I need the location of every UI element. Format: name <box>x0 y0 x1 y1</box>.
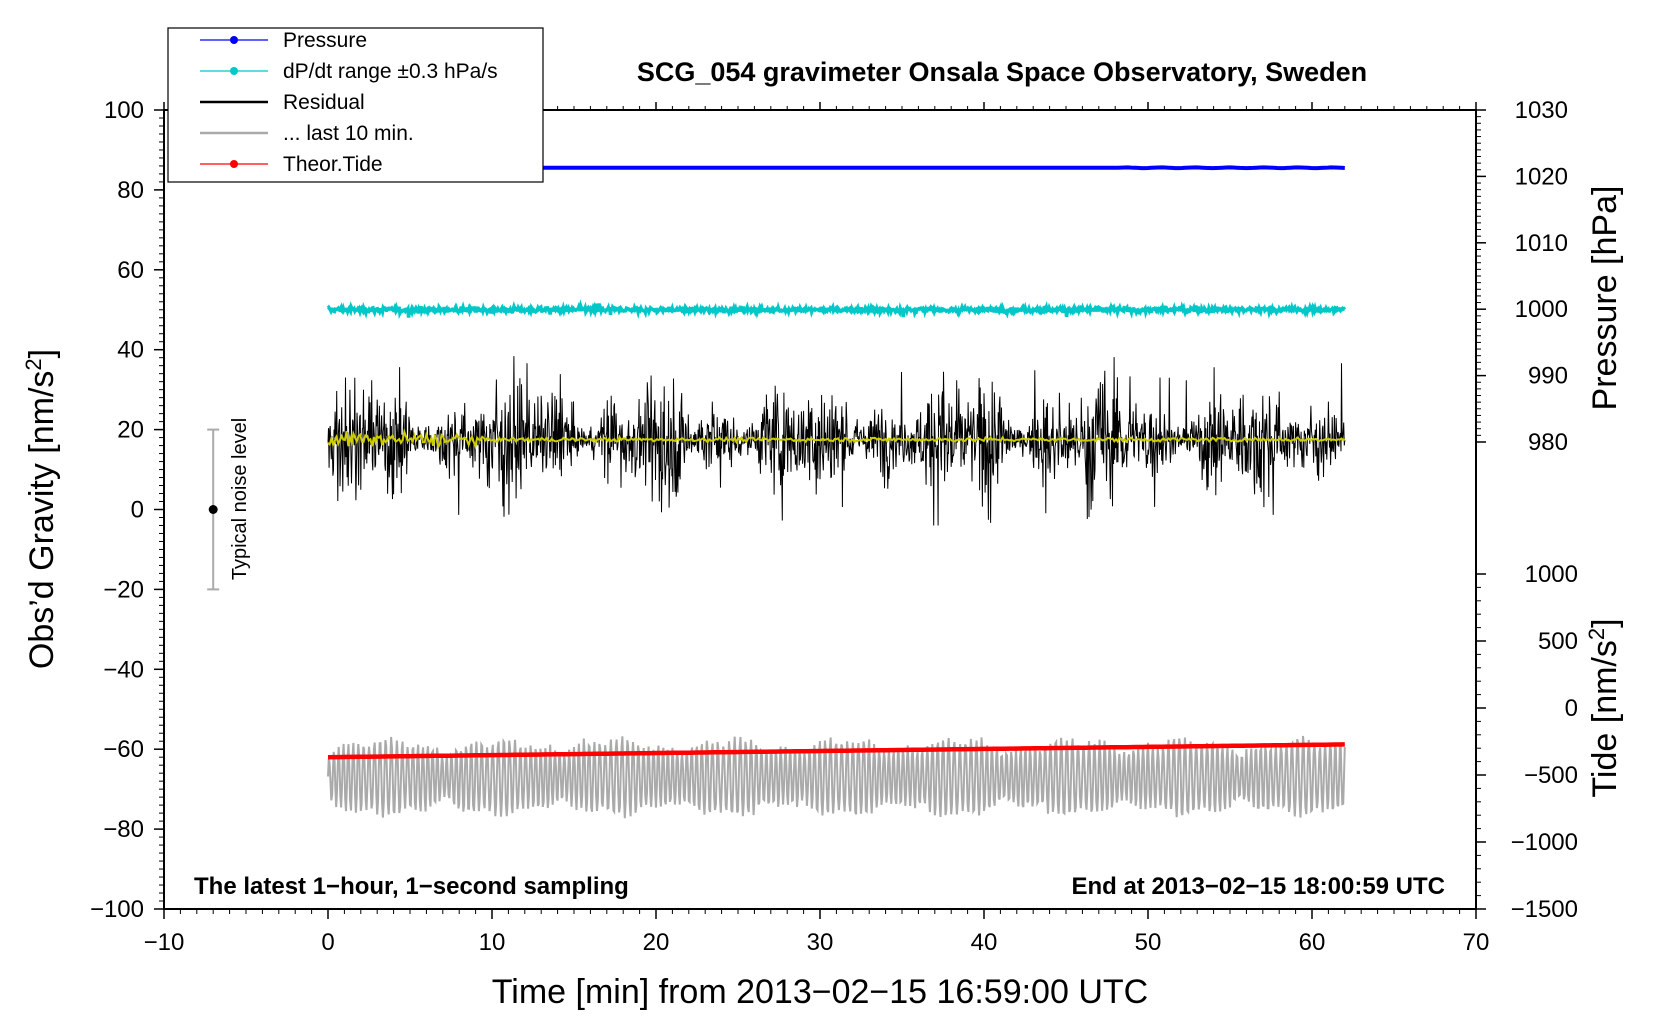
x-tick-label: 10 <box>479 929 506 956</box>
axes-layer: −10 0 10 20 30 40 50 60 70−100−80−60−40−20020406… <box>90 97 1578 956</box>
y-axis-tide-title-end: ] <box>1586 618 1624 627</box>
legend-box <box>167 27 544 183</box>
x-tick-label: 70 <box>1463 929 1490 956</box>
legend-label: Pressure <box>283 29 367 52</box>
noise-bar-center <box>208 505 218 514</box>
noise-level-bar <box>207 428 220 591</box>
legend-marker <box>230 160 238 168</box>
pressure-tick-label: 1000 <box>1515 296 1568 323</box>
y-tick-label: 80 <box>117 177 144 204</box>
y-tick-label: 60 <box>117 257 144 284</box>
legend-label: Theor.Tide <box>283 153 383 176</box>
annotation-end-time: End at 2013−02−15 18:00:59 UTC <box>1071 873 1445 900</box>
tide-tick-label: −1500 <box>1511 896 1578 923</box>
y-axis-tide-title: Tide [nm/s2] <box>1584 618 1624 797</box>
dpdt-series <box>326 299 1347 320</box>
last-10-min-series <box>327 735 1346 819</box>
tide-tick-label: −1000 <box>1511 829 1578 856</box>
y-axis-pressure-title: Pressure [hPa] <box>1586 186 1624 411</box>
y-axis-left-title-end: ] <box>23 349 61 358</box>
legend-label: dP/dt range ±0.3 hPa/s <box>283 60 498 83</box>
x-axis-title: Time [min] from 2013−02−15 16:59:00 UTC <box>492 973 1148 1011</box>
y-tick-label: −80 <box>103 816 144 843</box>
y-tick-label: −20 <box>103 576 144 603</box>
y-tick-label: −40 <box>103 656 144 683</box>
chart-title: SCG_054 gravimeter Onsala Space Observat… <box>637 57 1367 87</box>
tide-tick-label: 500 <box>1538 628 1578 655</box>
x-tick-label: −10 <box>144 929 185 956</box>
y-axis-left-title: Obs’d Gravity [nm/s2] <box>21 349 61 669</box>
x-tick-label: 30 <box>807 929 834 956</box>
x-tick-label: 60 <box>1299 929 1326 956</box>
annotation-sampling: The latest 1−hour, 1−second sampling <box>194 873 629 900</box>
pressure-tick-label: 1010 <box>1515 230 1568 257</box>
y-axis-tide-title-sup: 2 <box>1584 628 1609 640</box>
x-tick-label: 20 <box>643 929 670 956</box>
y-tick-label: 20 <box>117 417 144 444</box>
x-tick-label: 50 <box>1135 929 1162 956</box>
tide-tick-label: 0 <box>1565 695 1578 722</box>
pressure-tick-label: 1030 <box>1515 97 1568 124</box>
y-tick-label: 40 <box>117 337 144 364</box>
legend-marker <box>230 36 238 44</box>
series-layer <box>326 165 1347 819</box>
y-tick-label: −60 <box>103 736 144 763</box>
y-axis-left-title-text: Obs’d Gravity [nm/s <box>23 371 61 670</box>
pressure-tick-label: 980 <box>1528 429 1568 456</box>
residual-series <box>327 356 1346 526</box>
legend: Pressure dP/dt range ±0.3 hPa/s Residual..… <box>167 27 544 183</box>
y-axis-left-title-sup: 2 <box>21 358 46 370</box>
x-tick-label: 40 <box>971 929 998 956</box>
x-tick-label: 0 <box>321 929 334 956</box>
legend-label: Residual <box>283 91 365 114</box>
theoretical-tide-series <box>327 742 1345 760</box>
y-axis-tide-title-text: Tide [nm/s <box>1586 640 1624 797</box>
legend-label: ... last 10 min. <box>283 122 414 145</box>
y-tick-label: 0 <box>131 497 144 524</box>
pressure-tick-label: 1020 <box>1515 163 1568 190</box>
residual-mean-series <box>327 428 1345 451</box>
tide-tick-label: 1000 <box>1525 561 1578 588</box>
y-tick-label: 100 <box>104 97 144 124</box>
legend-marker <box>230 67 238 75</box>
tide-tick-label: −500 <box>1524 762 1578 789</box>
pressure-tick-label: 990 <box>1528 363 1568 390</box>
noise-level-label: Typical noise level <box>229 418 251 580</box>
y-tick-label: −100 <box>90 896 144 923</box>
